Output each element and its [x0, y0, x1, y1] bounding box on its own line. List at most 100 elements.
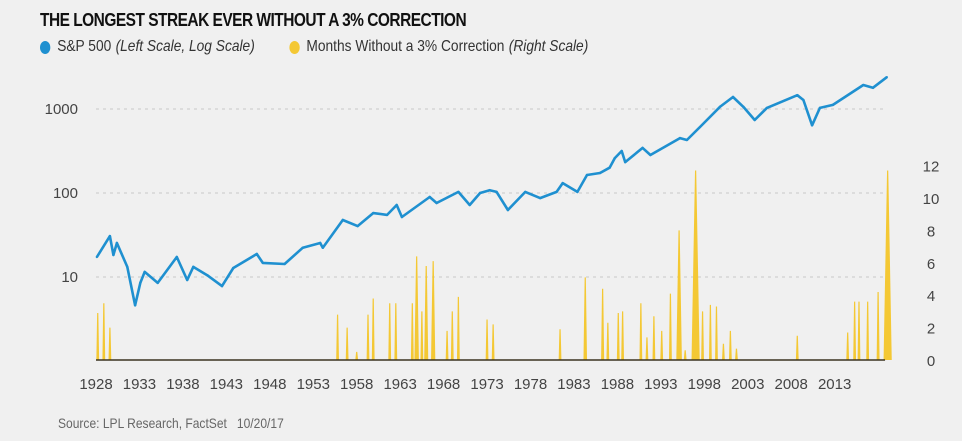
x-tick-label: 2013	[818, 376, 851, 393]
x-tick-label: 1978	[514, 376, 547, 393]
sp500-point	[478, 191, 482, 195]
sp500-point	[698, 125, 702, 129]
months-spike	[639, 303, 643, 360]
sp500-point	[871, 86, 875, 89]
sp500-point	[555, 190, 558, 194]
sp500-point	[742, 105, 745, 109]
months-spike	[445, 330, 449, 360]
months-spike	[701, 311, 704, 360]
right-tick-label: 0	[927, 353, 935, 370]
sp500-point	[139, 281, 142, 285]
months-spike	[660, 330, 664, 360]
sp500-point	[261, 261, 265, 265]
months-spike	[652, 316, 656, 360]
sp500-point	[818, 106, 822, 110]
sp500-point	[206, 274, 209, 277]
sp500-point	[385, 213, 389, 217]
sp500-point	[649, 153, 652, 157]
sp500-point	[468, 203, 471, 207]
months-spike	[414, 256, 419, 360]
months-spike	[456, 296, 460, 360]
months-spike	[876, 291, 880, 360]
months-spike	[420, 311, 424, 360]
sp500-point	[192, 265, 195, 269]
sp500-point	[400, 215, 404, 219]
left-tick-label: 10	[61, 269, 78, 286]
months-spike	[606, 322, 610, 360]
left-tick-label: 100	[53, 185, 78, 202]
x-tick-label: 2003	[731, 376, 764, 393]
months-spike	[410, 303, 414, 360]
months-spike	[883, 170, 892, 360]
sp500-point	[624, 160, 627, 164]
sp500-point	[133, 304, 137, 307]
sp500-point	[319, 241, 322, 245]
right-tick-label: 2	[927, 321, 935, 338]
months-spike	[683, 350, 687, 360]
x-tick-label: 1948	[253, 376, 286, 393]
months-spike	[96, 313, 100, 360]
right-tick-label: 10	[923, 191, 940, 208]
legend: S&P 500 (Left Scale, Log Scale) Months W…	[40, 38, 623, 56]
months-spike	[857, 301, 861, 360]
months-spike	[355, 351, 359, 360]
months-spike	[108, 327, 112, 360]
sp500-point	[435, 201, 438, 205]
months-spike	[371, 298, 375, 360]
months-spike	[846, 332, 850, 360]
sp500-point	[585, 173, 589, 177]
months-spike	[708, 304, 712, 360]
sp500-point	[678, 136, 682, 140]
sp500-point	[488, 188, 491, 192]
source-text: Source: LPL Research, FactSet	[58, 415, 227, 431]
sp500-point	[613, 156, 616, 160]
months-spike	[601, 288, 605, 360]
x-tick-label: 1933	[123, 376, 156, 393]
months-spike	[558, 329, 562, 360]
months-spike	[336, 314, 339, 360]
sp500-point	[356, 224, 359, 228]
months-spike	[388, 303, 392, 360]
sp500-point	[232, 266, 235, 270]
sp500-point	[126, 265, 129, 269]
sp500-point	[143, 270, 146, 274]
months-spike	[450, 311, 454, 360]
right-tick-label: 8	[927, 223, 935, 240]
months-spike	[795, 335, 799, 360]
legend-item-sp500: S&P 500 (Left Scale, Log Scale)	[40, 38, 255, 56]
months-spike	[645, 337, 649, 360]
legend-item-months: Months Without a 3% Correction (Right Sc…	[289, 38, 588, 56]
sp500-point	[885, 76, 888, 79]
sp500-point	[428, 195, 431, 199]
x-tick-label: 1973	[470, 376, 503, 393]
sp500-point	[753, 118, 756, 122]
sp500-point	[862, 83, 865, 87]
legend-swatch-months	[289, 40, 300, 54]
months-spike	[676, 230, 682, 360]
sp500-point	[598, 171, 602, 175]
sp500-point	[831, 103, 835, 107]
months-spike	[728, 330, 732, 360]
months-spike	[366, 314, 370, 360]
months-spike	[616, 313, 620, 360]
sp500-point	[685, 138, 689, 142]
x-tick-label: 2008	[775, 376, 808, 393]
sp500-point	[112, 253, 115, 257]
sp500-point	[108, 234, 112, 238]
months-spike	[102, 303, 106, 360]
source-date: 10/20/17	[236, 415, 284, 431]
sp500-point	[301, 246, 305, 249]
sp500-point	[620, 149, 623, 153]
months-spike	[394, 303, 398, 360]
x-tick-label: 1958	[340, 376, 373, 393]
sp500-point	[765, 106, 769, 110]
months-spike	[431, 261, 436, 360]
legend-swatch-sp500	[40, 40, 51, 54]
legend-label-months: Months Without a 3% Correction	[306, 38, 505, 55]
right-tick-label: 12	[923, 159, 940, 176]
x-tick-label: 1928	[79, 376, 112, 393]
sp500-point	[395, 203, 398, 207]
sp500-point	[115, 241, 119, 245]
x-tick-label: 1963	[383, 376, 416, 393]
